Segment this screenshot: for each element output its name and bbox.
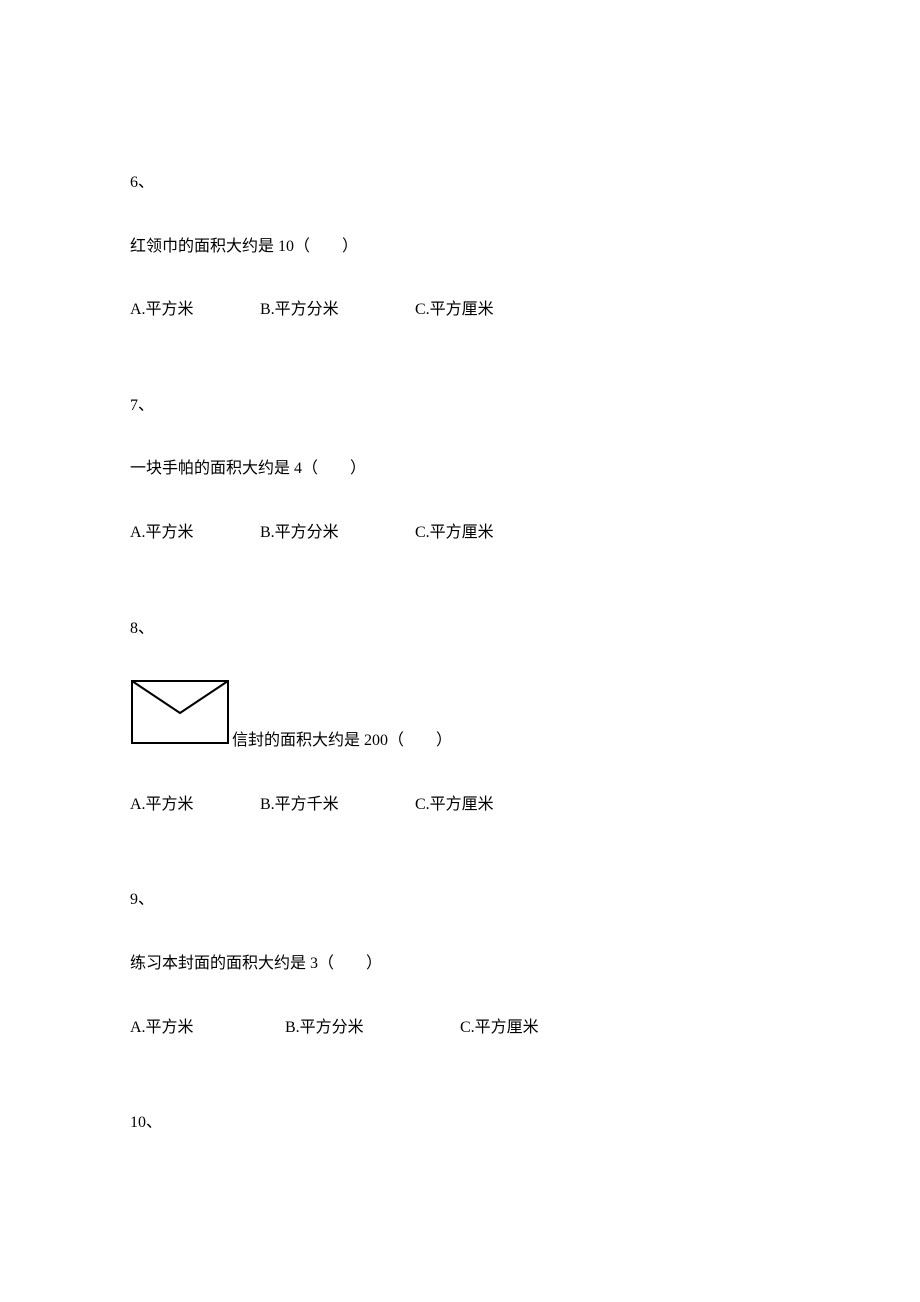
options-row: A.平方米 B.平方分米 C.平方厘米 bbox=[130, 297, 790, 323]
question-number: 7、 bbox=[130, 393, 790, 419]
option-c: C.平方厘米 bbox=[460, 1015, 539, 1041]
question-8: 8、 信封的面积大约是 200（ ） A.平方米 B.平方千米 C.平方厘米 bbox=[130, 616, 790, 818]
question-line: 信封的面积大约是 200（ ） bbox=[130, 679, 790, 754]
question-number: 10、 bbox=[130, 1110, 790, 1136]
question-text: 一块手帕的面积大约是 4（ ） bbox=[130, 456, 790, 482]
option-c: C.平方厘米 bbox=[415, 520, 494, 546]
question-text: 练习本封面的面积大约是 3（ ） bbox=[130, 951, 790, 977]
question-number: 6、 bbox=[130, 170, 790, 196]
question-7: 7、 一块手帕的面积大约是 4（ ） A.平方米 B.平方分米 C.平方厘米 bbox=[130, 393, 790, 546]
question-number: 8、 bbox=[130, 616, 790, 642]
question-6: 6、 红领巾的面积大约是 10（ ） A.平方米 B.平方分米 C.平方厘米 bbox=[130, 170, 790, 323]
question-9: 9、 练习本封面的面积大约是 3（ ） A.平方米 B.平方分米 C.平方厘米 bbox=[130, 887, 790, 1040]
option-a: A.平方米 bbox=[130, 1015, 285, 1041]
question-text: 红领巾的面积大约是 10（ ） bbox=[130, 234, 790, 260]
question-number: 9、 bbox=[130, 887, 790, 913]
question-10: 10、 bbox=[130, 1110, 790, 1136]
option-b: B.平方千米 bbox=[260, 792, 415, 818]
option-b: B.平方分米 bbox=[260, 520, 415, 546]
options-row: A.平方米 B.平方分米 C.平方厘米 bbox=[130, 1015, 790, 1041]
envelope-icon bbox=[130, 679, 230, 754]
options-row: A.平方米 B.平方分米 C.平方厘米 bbox=[130, 520, 790, 546]
option-a: A.平方米 bbox=[130, 792, 260, 818]
question-text: 信封的面积大约是 200（ ） bbox=[232, 728, 452, 754]
options-row: A.平方米 B.平方千米 C.平方厘米 bbox=[130, 792, 790, 818]
option-a: A.平方米 bbox=[130, 520, 260, 546]
option-b: B.平方分米 bbox=[285, 1015, 460, 1041]
option-c: C.平方厘米 bbox=[415, 792, 494, 818]
option-b: B.平方分米 bbox=[260, 297, 415, 323]
option-c: C.平方厘米 bbox=[415, 297, 494, 323]
option-a: A.平方米 bbox=[130, 297, 260, 323]
